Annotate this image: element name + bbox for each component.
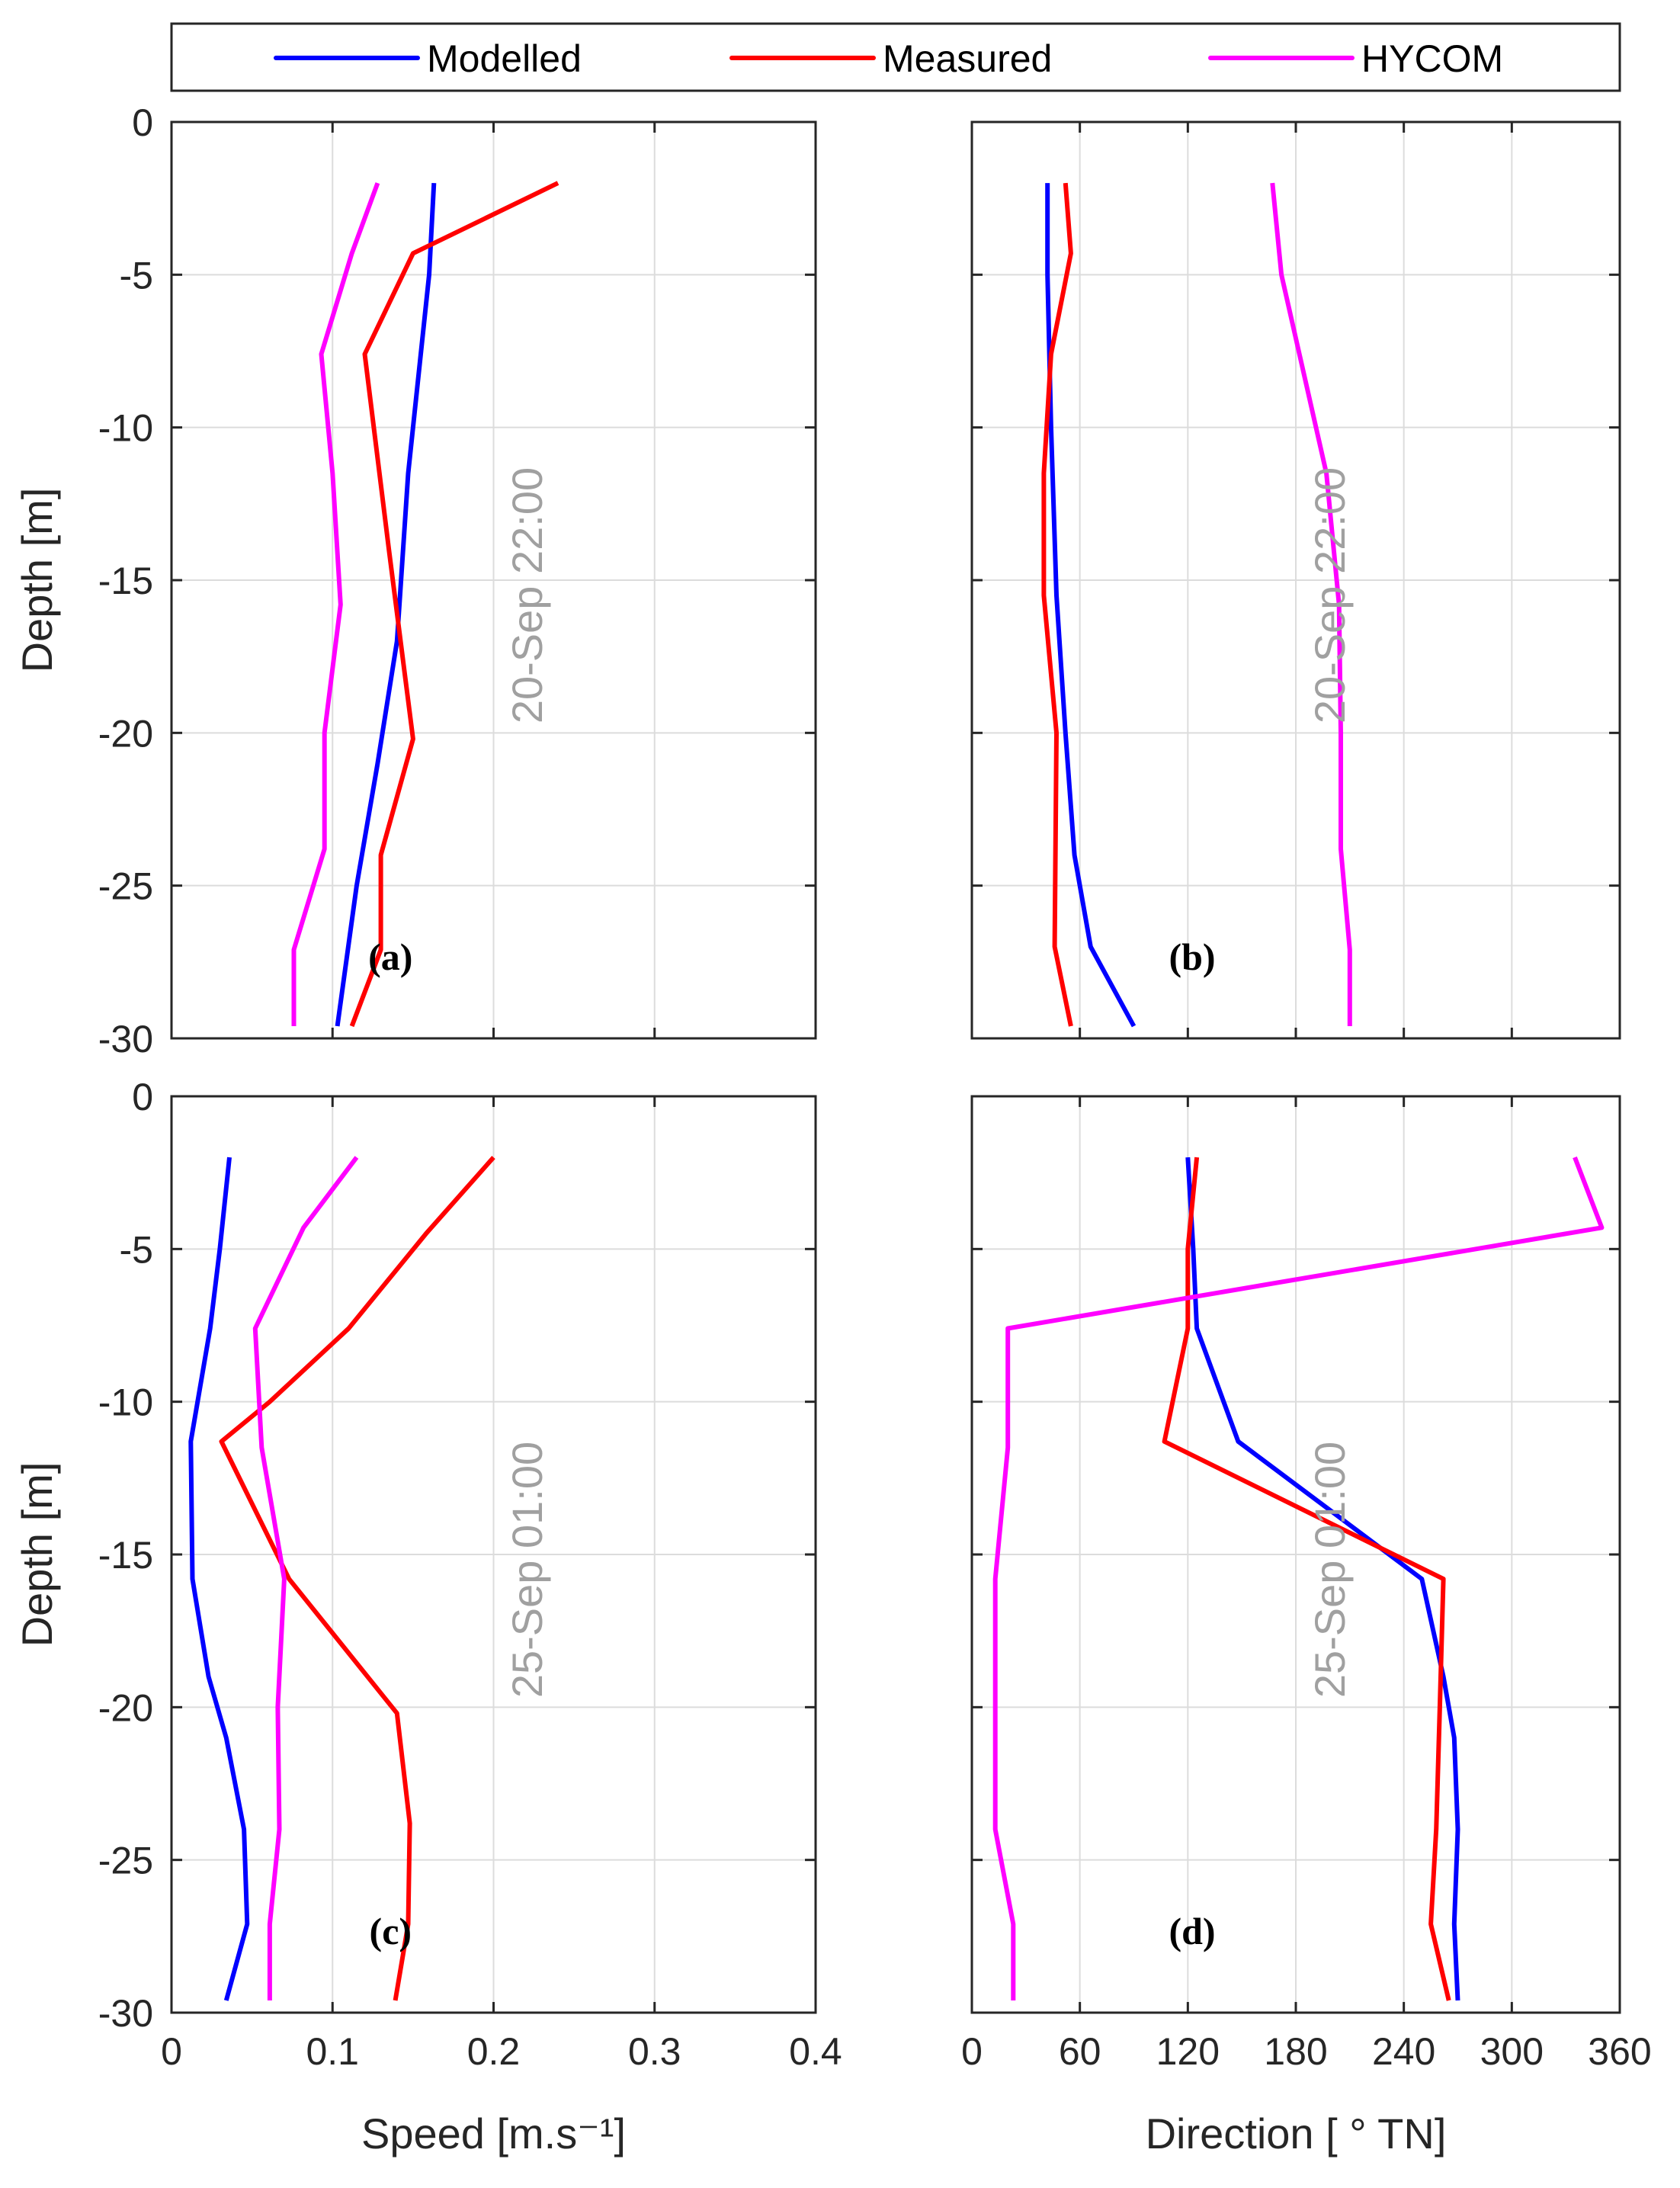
x-axis-title: Speed [m.s⁻¹] — [361, 2109, 626, 2158]
x-axis-title: Direction [ ° TN] — [1146, 2109, 1447, 2158]
y-tick-label: -15 — [98, 560, 153, 602]
x-tick-label: 60 — [1059, 2030, 1101, 2073]
panel-a: 0 -5 -10 -15 -20 -25 -30 Depth [m] 20-Sep 22:00 (… — [13, 101, 817, 1060]
y-tick-label: 0 — [132, 101, 153, 144]
timestamp-label: 25-Sep 01:00 — [1306, 1442, 1354, 1698]
series-modelled-line — [188, 1157, 250, 2001]
legend-box: Modelled Measured HYCOM — [170, 22, 1621, 92]
x-tick-label: 240 — [1372, 2030, 1435, 2073]
y-tick-label: -30 — [98, 1992, 153, 2035]
panels-layer: 0 -5 -10 -15 -20 -25 -30 Depth [m] 20-Sep 22:00 (… — [13, 101, 1652, 2158]
legend-label-modelled: Modelled — [427, 37, 582, 80]
series-measured-line — [219, 1156, 495, 2001]
legend-label-hycom: HYCOM — [1361, 37, 1503, 80]
series-hycom-line — [992, 1157, 1605, 2000]
x-tick-label: 0.3 — [628, 2030, 681, 2073]
x-tick-label: 0.4 — [789, 2030, 842, 2073]
y-tick-label: -25 — [98, 1840, 153, 1882]
timestamp-label: 25-Sep 01:00 — [503, 1442, 551, 1698]
y-tick-label: -10 — [98, 407, 153, 450]
x-tick-label: 120 — [1156, 2030, 1220, 2073]
y-tick-label: -20 — [98, 712, 153, 755]
y-tick-label: -25 — [98, 865, 153, 908]
panel-letter: (c) — [370, 1910, 412, 1952]
legend-label-measured: Measured — [883, 37, 1052, 80]
x-tick-label: 360 — [1588, 2030, 1651, 2073]
x-tick-label: 0.2 — [467, 2030, 521, 2073]
panel-b: 20-Sep 22:00 (b) — [970, 120, 1621, 1040]
timestamp-label: 20-Sep 22:00 — [1306, 467, 1354, 723]
panel-letter: (d) — [1169, 1910, 1215, 1952]
series-measured-line — [1041, 182, 1073, 1027]
series-hycom-line — [252, 1156, 359, 2000]
x-tick-label: 0 — [961, 2030, 983, 2073]
x-tick-label: 180 — [1264, 2030, 1327, 2073]
series-measured-line — [1162, 1157, 1451, 2001]
y-tick-label: -10 — [98, 1381, 153, 1424]
panel-letter: (a) — [368, 935, 412, 978]
series-hycom-line — [291, 182, 380, 1026]
x-tick-label: 0.1 — [306, 2030, 359, 2073]
y-tick-label: -5 — [120, 1228, 153, 1271]
series-modelled-line — [335, 182, 437, 1027]
series-modelled-line — [1045, 183, 1137, 1028]
x-tick-label: 0 — [161, 2030, 182, 2073]
y-tick-label: -30 — [98, 1018, 153, 1060]
y-tick-label: 0 — [132, 1076, 153, 1118]
y-tick-label: -15 — [98, 1534, 153, 1577]
timestamp-label: 20-Sep 22:00 — [503, 467, 551, 723]
x-tick-label: 300 — [1480, 2030, 1544, 2073]
panel-letter: (b) — [1169, 935, 1215, 978]
y-tick-label: -20 — [98, 1686, 153, 1729]
y-axis-title: Depth [m] — [13, 488, 61, 673]
panel-d: 0 60 120 180 240 300 360 Direction [ ° TN] 25-Se… — [961, 1095, 1652, 2158]
series-modelled-line — [1185, 1157, 1460, 2001]
y-tick-label: -5 — [120, 254, 153, 297]
y-axis-title: Depth [m] — [13, 1462, 61, 1647]
series-hycom-line — [1270, 182, 1352, 1026]
series-measured-line — [349, 181, 559, 1028]
